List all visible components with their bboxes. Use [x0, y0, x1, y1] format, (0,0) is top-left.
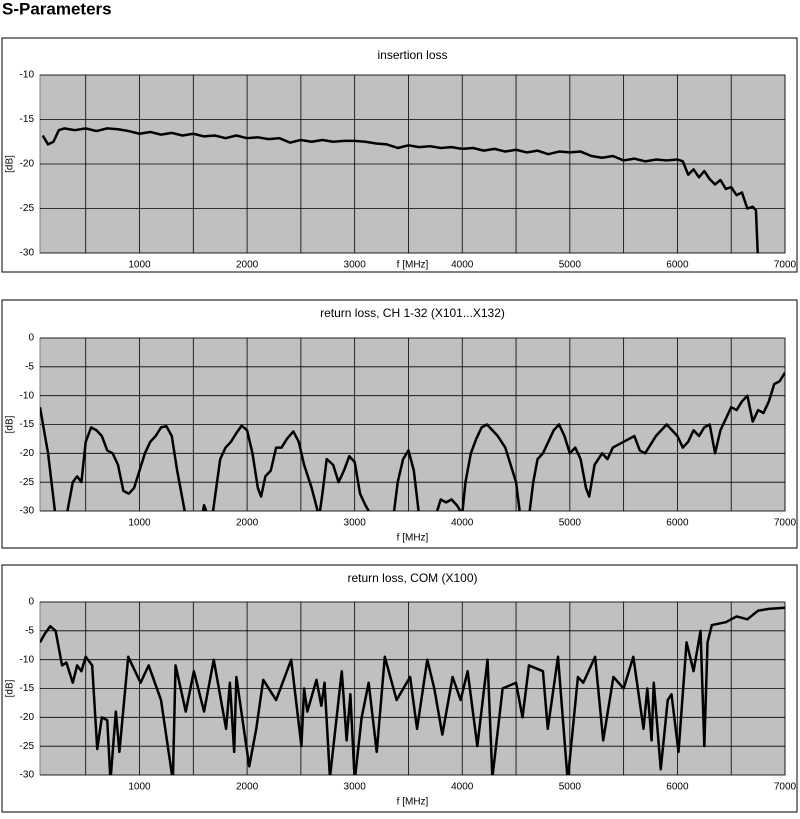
x-tick-label: 7000	[774, 782, 797, 793]
data-line	[40, 606, 785, 775]
y-tick-label: -15	[20, 114, 35, 125]
x-tick-label: 5000	[559, 260, 582, 271]
y-tick-label: 0	[28, 597, 34, 608]
y-tick-label: -20	[20, 712, 35, 723]
y-axis-label: [dB]	[5, 415, 16, 433]
x-tick-label: 2000	[236, 260, 259, 271]
page-title: S-Parameters	[2, 0, 112, 18]
x-axis-label: f [MHz]	[397, 533, 429, 544]
y-axis-label: [dB]	[5, 679, 16, 697]
x-tick-label: 2000	[236, 782, 259, 793]
x-tick-label: 1000	[128, 260, 151, 271]
y-tick-label: -30	[20, 248, 35, 259]
y-tick-label: -30	[20, 770, 35, 781]
chart-title: return loss, COM (X100)	[347, 571, 477, 585]
x-tick-label: 3000	[344, 518, 367, 529]
x-tick-label: 3000	[344, 782, 367, 793]
chart-title: insertion loss	[377, 48, 447, 62]
x-tick-label: 4000	[451, 518, 474, 529]
x-tick-label: 5000	[559, 518, 582, 529]
y-tick-label: -5	[25, 361, 34, 372]
y-tick-label: -5	[25, 625, 34, 636]
y-tick-label: -25	[20, 477, 35, 488]
y-axis-label: [dB]	[5, 155, 16, 173]
chart-title: return loss, CH 1-32 (X101...X132)	[320, 306, 505, 320]
y-tick-label: -15	[20, 683, 35, 694]
x-tick-label: 2000	[236, 518, 259, 529]
x-tick-label: 6000	[666, 782, 689, 793]
x-tick-label: 5000	[559, 782, 582, 793]
y-tick-label: -30	[20, 506, 35, 517]
y-tick-label: -25	[20, 203, 35, 214]
data-line	[41, 127, 759, 253]
x-tick-label: 1000	[128, 782, 151, 793]
x-tick-label: 7000	[774, 260, 797, 271]
y-tick-label: -10	[20, 654, 35, 665]
x-tick-label: 1000	[128, 518, 151, 529]
x-tick-label: 6000	[666, 518, 689, 529]
y-tick-label: -20	[20, 448, 35, 459]
x-tick-label: 7000	[774, 518, 797, 529]
x-axis-label: f [MHz]	[397, 797, 429, 808]
x-tick-label: 3000	[344, 260, 367, 271]
y-tick-label: -15	[20, 419, 35, 430]
y-tick-label: -20	[20, 159, 35, 170]
data-line	[40, 371, 785, 511]
x-tick-label: 6000	[666, 260, 689, 271]
y-tick-label: 0	[28, 333, 34, 344]
y-tick-label: -10	[20, 390, 35, 401]
x-tick-label: 4000	[451, 260, 474, 271]
y-tick-label: -25	[20, 741, 35, 752]
x-tick-label: 4000	[451, 782, 474, 793]
y-tick-label: -10	[20, 70, 35, 81]
x-axis-label: f [MHz]	[397, 260, 429, 271]
